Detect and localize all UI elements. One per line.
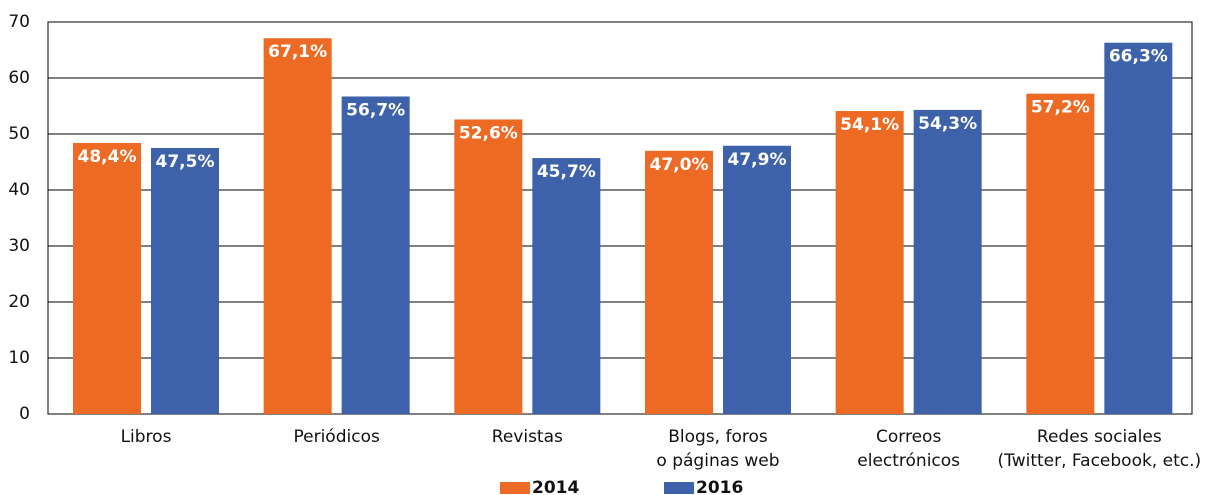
bar: [723, 145, 791, 414]
y-tick-label: 60: [8, 68, 30, 88]
legend-swatch: [664, 482, 694, 494]
value-label: 66,3%: [1109, 47, 1168, 67]
bar: [151, 148, 219, 414]
value-label: 54,1%: [840, 115, 899, 135]
y-tick-label: 50: [8, 124, 30, 144]
bar: [532, 158, 601, 414]
bar: [1026, 93, 1095, 415]
y-tick-label: 40: [8, 180, 30, 200]
value-label: 56,7%: [346, 100, 405, 120]
value-label: 67,1%: [268, 42, 327, 62]
bar: [645, 150, 713, 415]
bar: [73, 142, 141, 414]
bar: [1104, 42, 1173, 414]
value-label: 52,6%: [459, 123, 518, 143]
x-tick-label: Periódicos: [293, 427, 379, 447]
bar: [263, 38, 332, 415]
value-label: 57,2%: [1031, 98, 1090, 118]
x-tick-label: Blogs, foros o páginas web: [656, 427, 779, 471]
x-tick-label: Redes sociales (Twitter, Facebook, etc.): [998, 427, 1202, 471]
value-label: 54,3%: [918, 114, 977, 134]
y-tick-label: 70: [8, 12, 30, 32]
y-tick-label: 10: [8, 348, 30, 368]
y-tick-label: 0: [19, 404, 30, 424]
legend-label: 2016: [696, 478, 743, 495]
x-tick-label: Correos electrónicos: [857, 427, 960, 471]
x-tick-label: Libros: [121, 427, 172, 447]
value-label: 45,7%: [537, 162, 596, 182]
y-tick-label: 30: [8, 236, 30, 256]
legend-label: 2014: [532, 478, 579, 495]
bar: [341, 96, 410, 414]
y-tick-label: 20: [8, 292, 30, 312]
bar: [454, 119, 523, 414]
value-label: 47,0%: [650, 155, 709, 175]
plot-border: [47, 21, 1193, 415]
x-tick-label: Revistas: [492, 427, 563, 447]
bar: [835, 111, 904, 414]
value-label: 47,9%: [728, 150, 787, 170]
bar: [913, 109, 982, 415]
value-label: 47,5%: [156, 152, 215, 172]
value-label: 48,4%: [78, 147, 137, 167]
legend-swatch: [500, 482, 530, 494]
